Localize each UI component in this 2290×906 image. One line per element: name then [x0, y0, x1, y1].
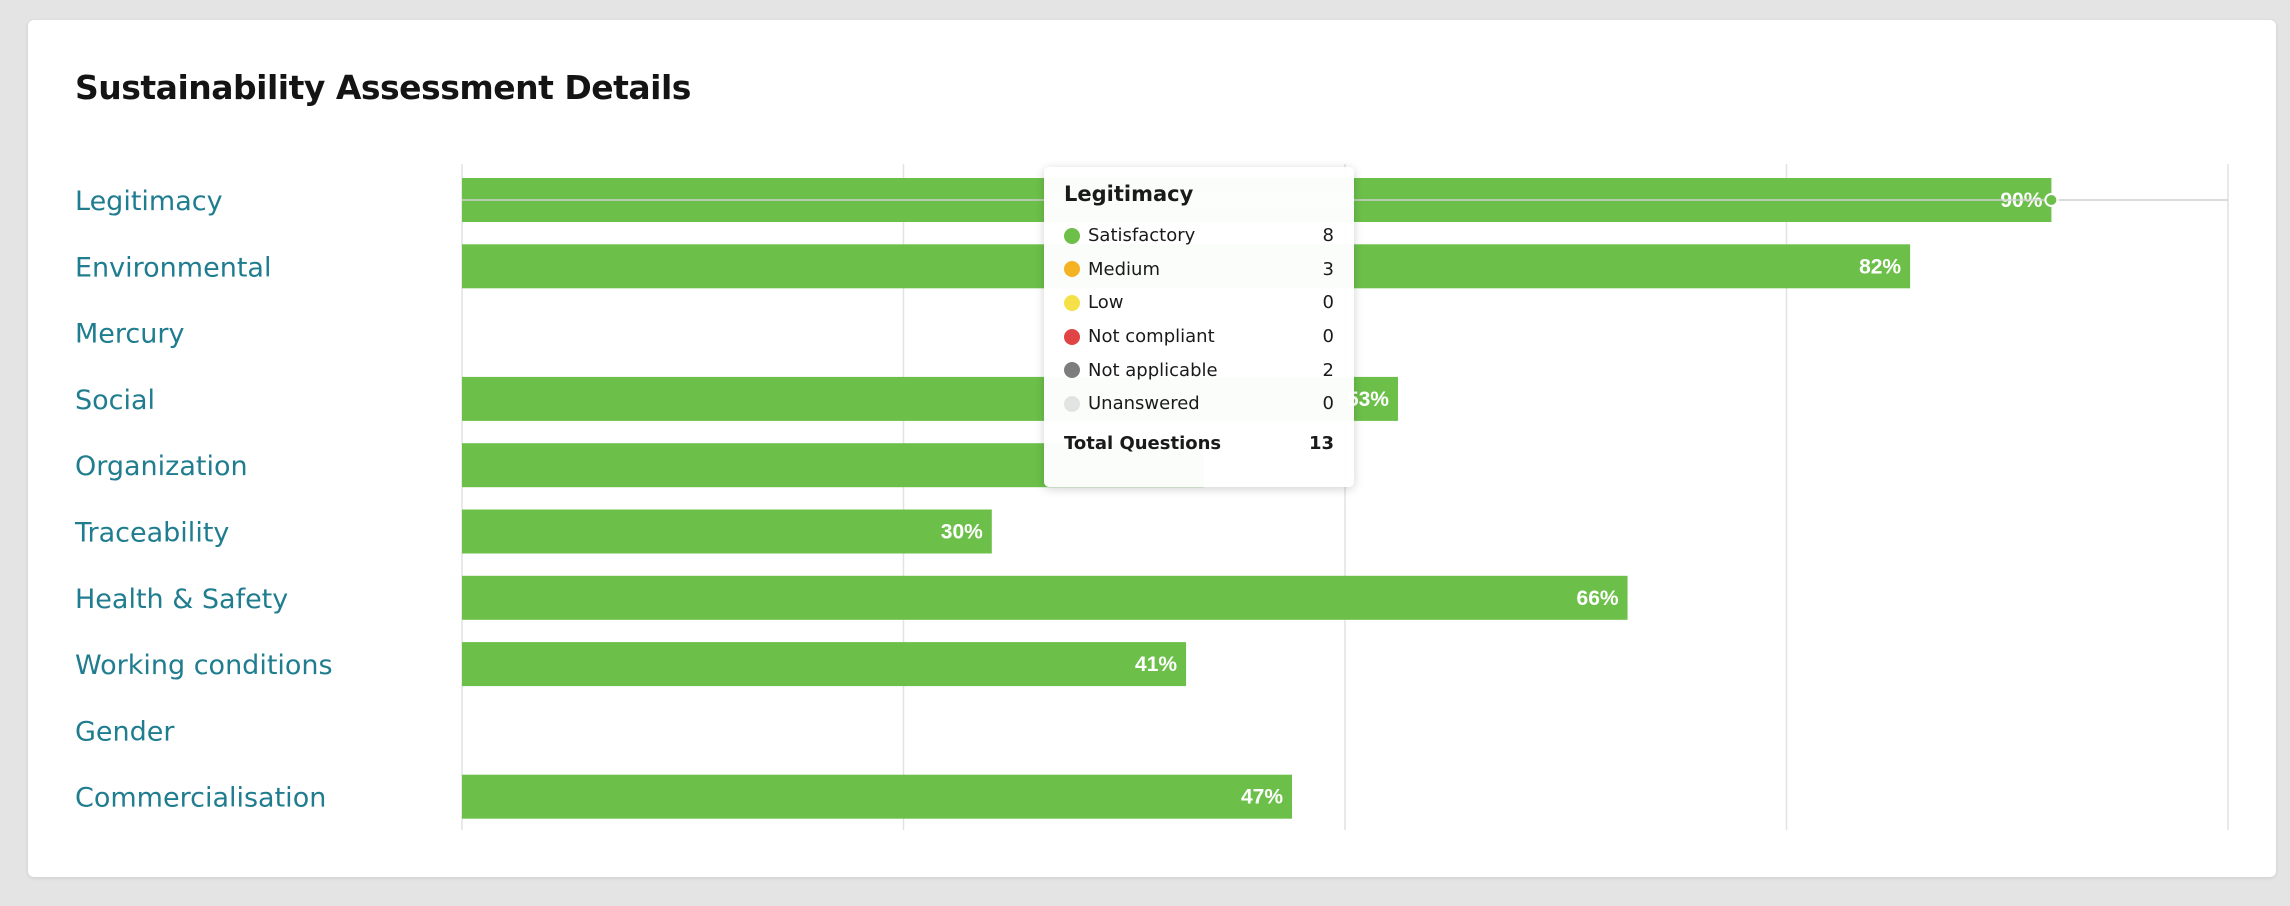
bar-value-label: 66%: [1577, 587, 1619, 610]
tooltip-total-label: Total Questions: [1064, 432, 1222, 454]
tooltip-title: Legitimacy: [1064, 182, 1194, 206]
tooltip-row-label: Not applicable: [1088, 359, 1218, 381]
tooltip-row-value: 2: [1322, 359, 1334, 381]
hover-point: [2044, 193, 2059, 207]
tooltip-rows: Satisfactory 8 Medium 3 Low 0 Not compliant 0 No…: [1064, 219, 1334, 421]
tooltip-row-value: 8: [1322, 225, 1334, 247]
bar[interactable]: [462, 642, 1187, 687]
bar-value-label: 41%: [1135, 653, 1177, 676]
tooltip-row-label: Medium: [1088, 258, 1160, 280]
bar-value-label: 30%: [941, 521, 983, 544]
category-label[interactable]: Environmental: [75, 252, 271, 283]
bar-value-label: 47%: [1241, 786, 1283, 809]
legend-dot-icon: [1064, 294, 1080, 311]
category-label[interactable]: Gender: [75, 716, 175, 747]
category-label[interactable]: Working conditions: [75, 650, 333, 681]
category-label[interactable]: Health & Safety: [75, 584, 288, 615]
tooltip-row: Low 0: [1064, 286, 1334, 320]
tooltip-row-value: 0: [1322, 326, 1334, 348]
category-label[interactable]: Commercialisation: [75, 783, 326, 814]
category-label[interactable]: Organization: [75, 451, 248, 482]
legend-dot-icon: [1064, 362, 1080, 379]
category-label[interactable]: Social: [75, 385, 155, 416]
tooltip-row: Medium 3: [1064, 253, 1334, 287]
tooltip-row: Not compliant 0: [1064, 320, 1334, 354]
tooltip-row-label: Not compliant: [1088, 326, 1215, 348]
tooltip-total-value: 13: [1308, 432, 1334, 454]
tooltip-row-label: Satisfactory: [1088, 225, 1196, 247]
tooltip-row-value: 3: [1322, 258, 1334, 280]
legend-dot-icon: [1064, 227, 1080, 244]
tooltip-row-label: Unanswered: [1088, 393, 1200, 415]
tooltip-row-label: Low: [1088, 292, 1124, 314]
bar[interactable]: [462, 774, 1293, 819]
tooltip-total: Total Questions 13: [1064, 433, 1334, 454]
card-title: Sustainability Assessment Details: [75, 68, 691, 107]
category-label[interactable]: Legitimacy: [75, 186, 223, 217]
bar[interactable]: [462, 509, 992, 554]
tooltip-row: Not applicable 2: [1064, 353, 1334, 387]
legend-dot-icon: [1064, 328, 1080, 345]
legend-dot-icon: [1064, 261, 1080, 278]
tooltip-row-value: 0: [1322, 393, 1334, 415]
bar[interactable]: [462, 575, 1628, 620]
bar-value-label: 82%: [1859, 255, 1901, 278]
chart-tooltip: Legitimacy Satisfactory 8 Medium 3 Low 0 Not c…: [1044, 167, 1354, 487]
tooltip-row-value: 0: [1322, 292, 1334, 314]
tooltip-row: Unanswered 0: [1064, 387, 1334, 421]
bar-value-label: 53%: [1347, 388, 1389, 411]
category-label[interactable]: Traceability: [74, 518, 229, 549]
tooltip-row: Satisfactory 8: [1064, 219, 1334, 253]
category-label[interactable]: Mercury: [75, 319, 184, 350]
legend-dot-icon: [1064, 395, 1080, 412]
